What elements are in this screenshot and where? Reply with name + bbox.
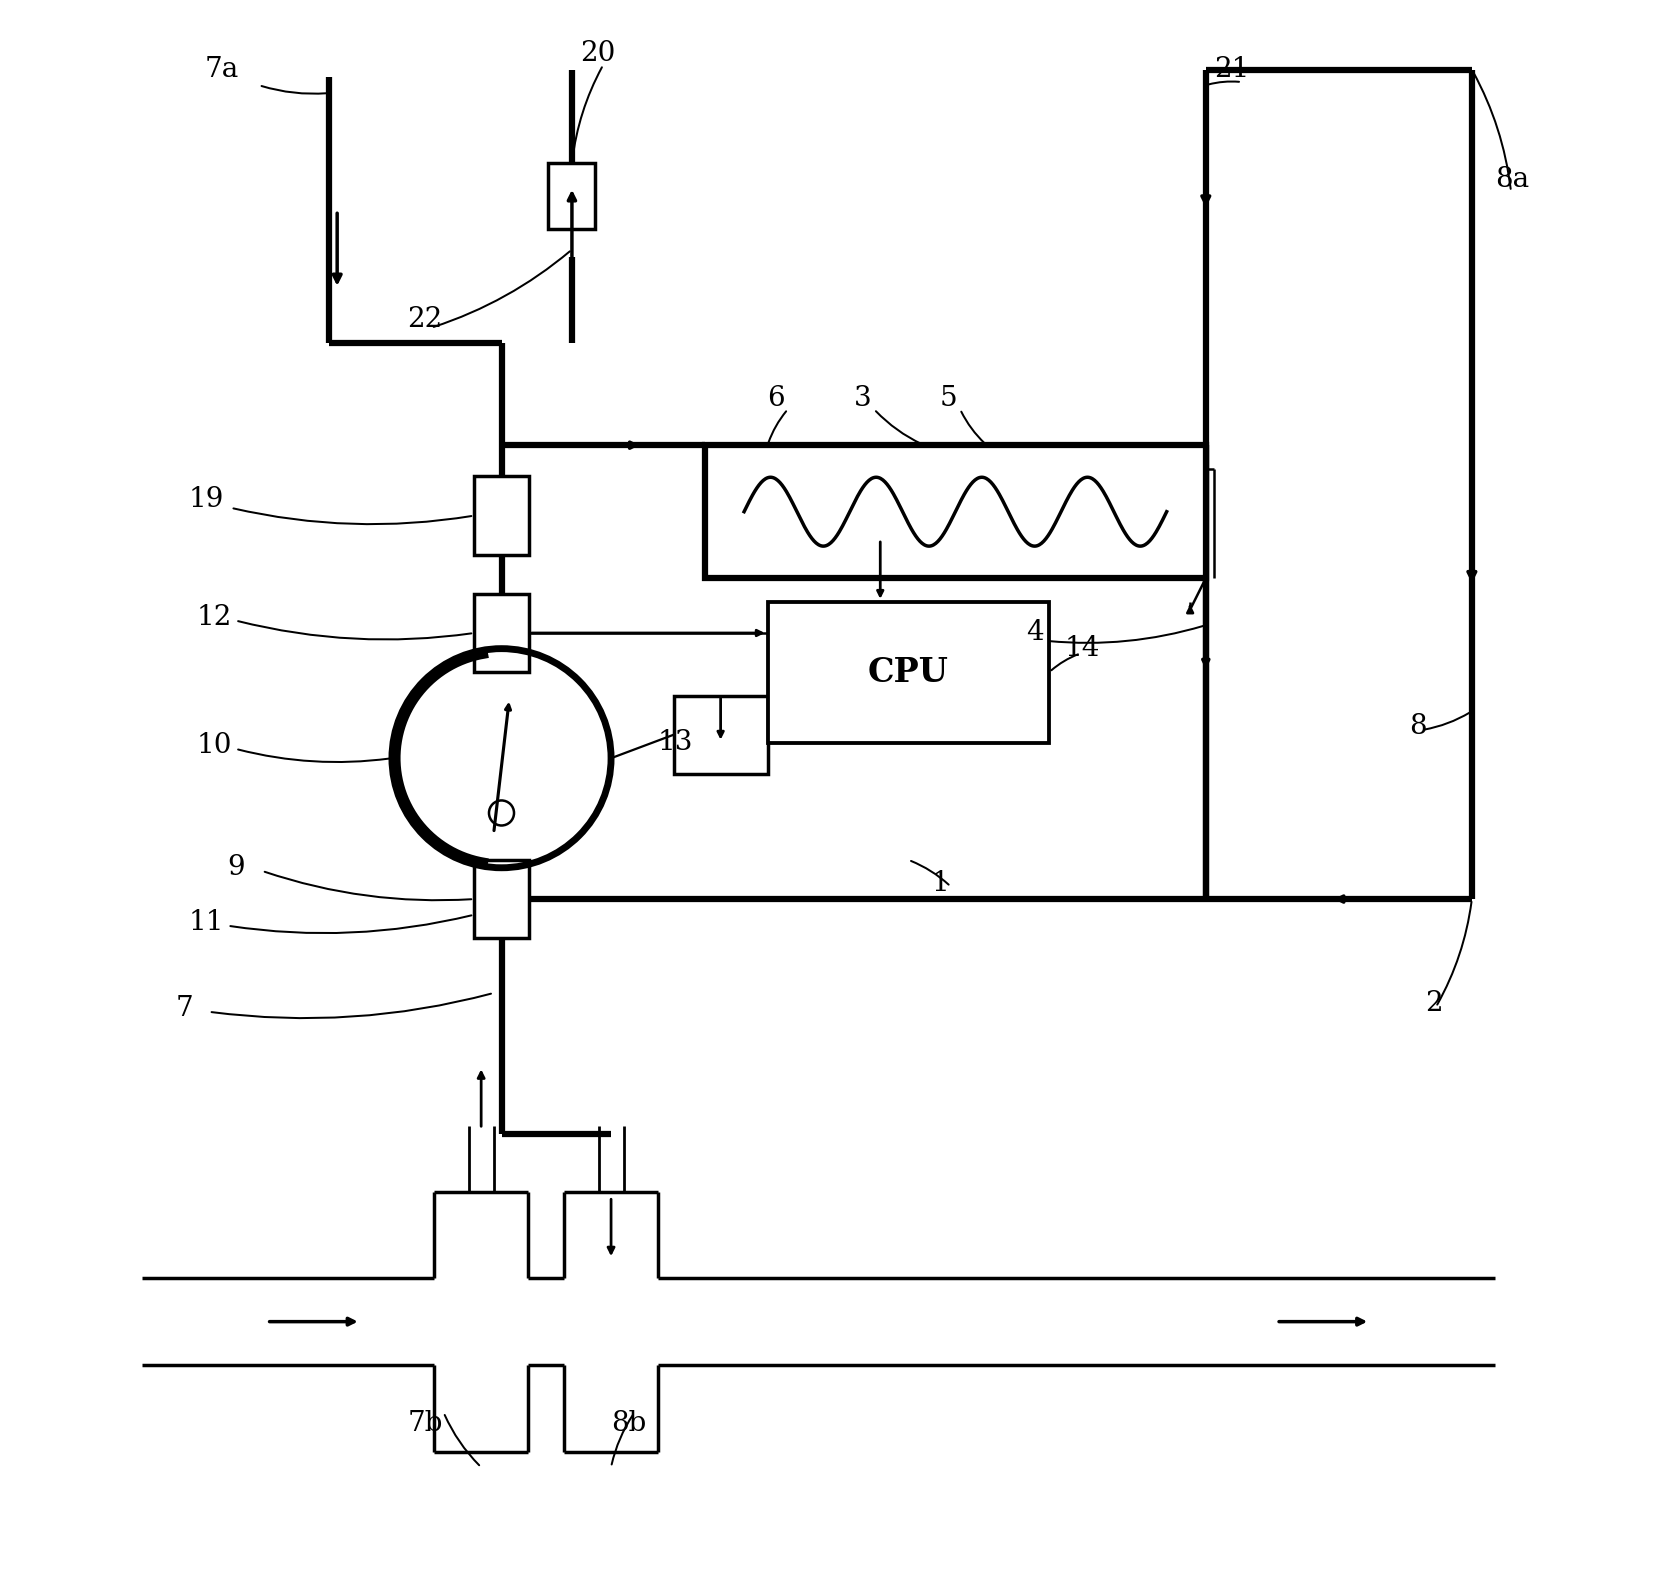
Text: 1: 1 xyxy=(932,870,950,897)
Text: CPU: CPU xyxy=(868,655,949,688)
Text: 6: 6 xyxy=(768,385,784,412)
Bar xyxy=(706,445,1205,578)
Text: 9: 9 xyxy=(228,854,245,881)
Bar xyxy=(474,477,530,554)
Text: 8b: 8b xyxy=(612,1410,647,1437)
Text: 8: 8 xyxy=(1410,714,1426,741)
Bar xyxy=(474,594,530,673)
Text: 21: 21 xyxy=(1213,55,1249,84)
Bar xyxy=(474,861,530,938)
Bar xyxy=(674,696,768,774)
Text: 4: 4 xyxy=(1026,619,1044,646)
Text: 22: 22 xyxy=(407,306,442,333)
Text: 7a: 7a xyxy=(204,55,238,84)
Text: 8a: 8a xyxy=(1495,166,1530,193)
Text: 13: 13 xyxy=(659,729,694,756)
Text: 7b: 7b xyxy=(407,1410,442,1437)
Bar xyxy=(768,602,1049,742)
Text: 7: 7 xyxy=(176,995,194,1022)
Text: 3: 3 xyxy=(853,385,872,412)
Text: 2: 2 xyxy=(1425,990,1443,1017)
Text: 5: 5 xyxy=(940,385,957,412)
Text: 14: 14 xyxy=(1064,635,1101,662)
Text: 12: 12 xyxy=(196,603,231,632)
Text: 10: 10 xyxy=(196,733,231,759)
Text: 20: 20 xyxy=(580,41,615,68)
Text: 11: 11 xyxy=(188,910,225,936)
Text: 19: 19 xyxy=(188,486,225,513)
Bar xyxy=(548,164,595,229)
